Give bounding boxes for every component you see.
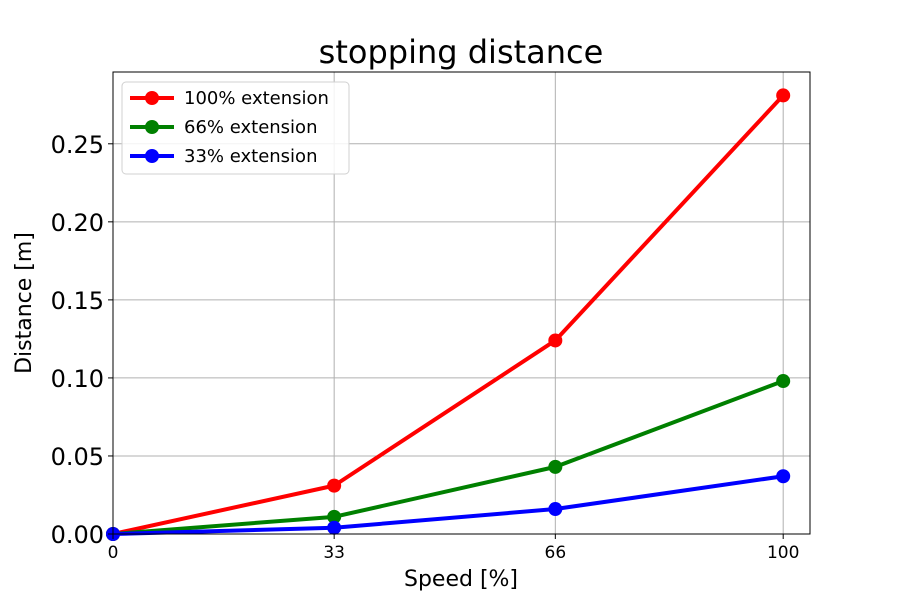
legend: 100% extension 66% extension 33% extension bbox=[121, 81, 350, 175]
y-tick-label: 0.25 bbox=[51, 131, 104, 159]
x-tick-label: 33 bbox=[323, 543, 345, 563]
series-2 bbox=[106, 374, 791, 541]
y-tick-label: 0.00 bbox=[51, 521, 104, 549]
y-tick-label: 0.15 bbox=[51, 287, 104, 315]
series-line bbox=[112, 94, 785, 536]
y-tick-label: 0.20 bbox=[51, 209, 104, 237]
series-line bbox=[112, 379, 784, 536]
legend-label: 66% extension bbox=[184, 117, 317, 138]
y-tick-label: 0.10 bbox=[51, 365, 104, 393]
legend-box bbox=[121, 81, 350, 175]
data-point bbox=[327, 478, 342, 493]
legend-label: 33% extension bbox=[184, 146, 317, 167]
x-tick-label: 100 bbox=[767, 543, 799, 563]
legend-item: 66% extension bbox=[130, 117, 317, 138]
data-point bbox=[327, 509, 342, 524]
chart-title: stopping distance bbox=[319, 33, 604, 71]
x-axis-label: Speed [%] bbox=[404, 567, 518, 592]
data-point bbox=[327, 520, 342, 535]
legend-label: 100% extension bbox=[184, 88, 329, 109]
data-point bbox=[548, 459, 563, 474]
x-tick-label: 0 bbox=[108, 543, 119, 563]
data-point bbox=[776, 88, 791, 103]
series-line bbox=[112, 474, 784, 536]
data-point bbox=[776, 374, 791, 389]
x-tick-label: 66 bbox=[545, 543, 567, 563]
data-point bbox=[776, 469, 791, 484]
legend-item: 100% extension bbox=[130, 88, 329, 109]
data-point bbox=[548, 502, 563, 517]
series-3 bbox=[106, 469, 791, 541]
plot-frame bbox=[112, 71, 811, 535]
data-point bbox=[548, 333, 563, 348]
legend-swatch-marker bbox=[145, 91, 159, 105]
legend-swatch-marker bbox=[145, 120, 159, 134]
axis-ticks: 0 33 66 100 0.00 0.05 0.10 0.15 0.20 0.25 bbox=[51, 131, 800, 563]
legend-swatch-marker bbox=[145, 149, 159, 163]
legend-item: 33% extension bbox=[130, 146, 317, 167]
y-axis-label: Distance [m] bbox=[12, 232, 37, 374]
y-tick-label: 0.05 bbox=[51, 443, 104, 471]
